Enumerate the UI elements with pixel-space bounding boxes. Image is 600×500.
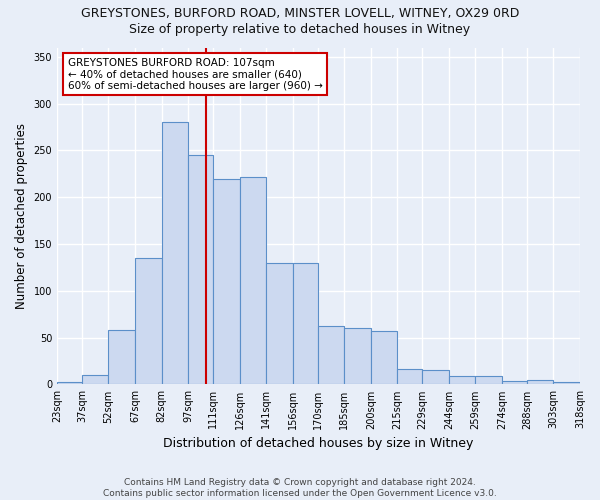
Bar — [397, 368, 422, 384]
Bar — [82, 375, 109, 384]
Bar — [293, 263, 317, 384]
Bar — [109, 330, 135, 384]
Bar — [188, 155, 213, 384]
Bar — [344, 328, 371, 384]
Bar — [57, 382, 82, 384]
Bar — [527, 380, 553, 384]
Bar — [475, 376, 502, 384]
Bar — [266, 263, 293, 384]
Bar — [553, 382, 580, 384]
Bar — [213, 178, 239, 384]
Bar — [317, 326, 344, 384]
Bar — [502, 380, 527, 384]
Bar — [422, 370, 449, 384]
Bar — [161, 122, 188, 384]
Bar — [371, 331, 397, 384]
Bar — [449, 376, 475, 384]
Text: GREYSTONES BURFORD ROAD: 107sqm
← 40% of detached houses are smaller (640)
60% o: GREYSTONES BURFORD ROAD: 107sqm ← 40% of… — [68, 58, 322, 91]
Text: GREYSTONES, BURFORD ROAD, MINSTER LOVELL, WITNEY, OX29 0RD: GREYSTONES, BURFORD ROAD, MINSTER LOVELL… — [81, 8, 519, 20]
Text: Size of property relative to detached houses in Witney: Size of property relative to detached ho… — [130, 22, 470, 36]
Y-axis label: Number of detached properties: Number of detached properties — [15, 123, 28, 309]
Bar — [239, 176, 266, 384]
X-axis label: Distribution of detached houses by size in Witney: Distribution of detached houses by size … — [163, 437, 474, 450]
Bar — [135, 258, 161, 384]
Text: Contains HM Land Registry data © Crown copyright and database right 2024.
Contai: Contains HM Land Registry data © Crown c… — [103, 478, 497, 498]
